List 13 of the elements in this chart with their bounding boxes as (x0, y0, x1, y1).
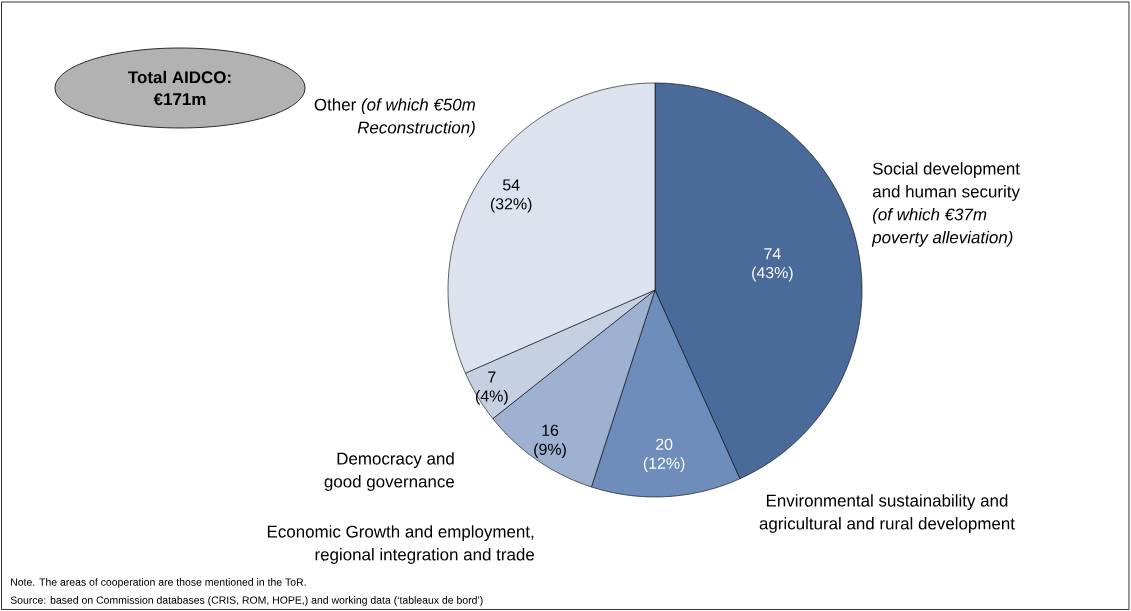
slice-label: Democracy and good governance (324, 452, 455, 491)
data-label: 20 (12%) (643, 438, 685, 473)
text: Note. The areas of cooperation are those mentioned in the ToR. (11, 578, 306, 588)
chart-title: Total AIDCO: €171m (128, 70, 231, 106)
slice-label: Environmental sustainability and agricultural and rural development (759, 494, 1015, 533)
data-label: 7 (4%) (476, 371, 508, 405)
source-note: Source: based on Commission databases (CRIS, ROM, HOPE,) and working data (‘tableaux de bord’) (10, 596, 483, 606)
slice-label: Social development and human security (of which €37m poverty alleviation) (871, 162, 1020, 247)
data-label: 54 (32%) (490, 179, 532, 213)
data-label: 16 (9%) (534, 424, 566, 459)
data-label: 74 (43%) (752, 248, 793, 282)
slice-label: Economic Growth and employment, regional integration and trade (267, 525, 534, 564)
legend-label: Other (of which €50m Reconstruction) (314, 98, 475, 137)
